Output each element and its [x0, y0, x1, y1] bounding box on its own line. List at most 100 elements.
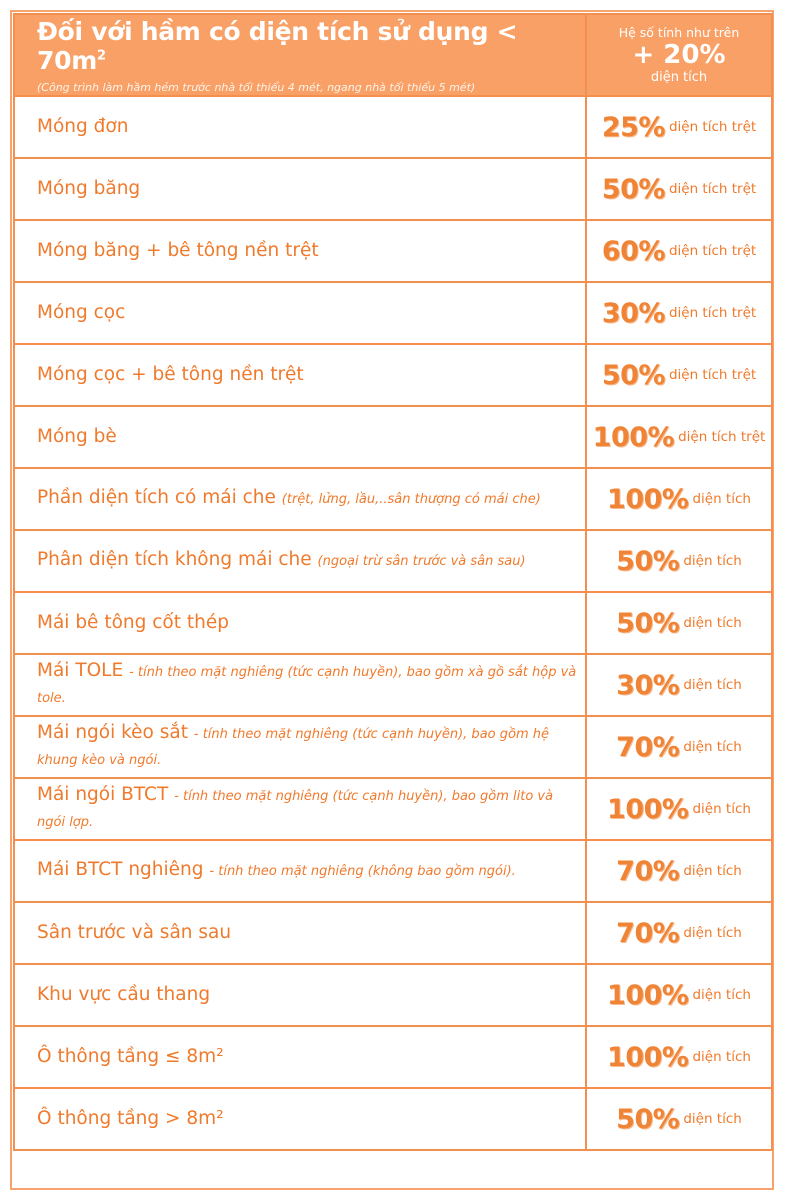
header-coefficient-value: + 20% — [632, 40, 726, 70]
header-title-superscript: 2 — [96, 48, 106, 64]
header-title: Đối với hầm có diện tích sử dụng < 70m2 — [37, 17, 585, 75]
coefficient-value: 30% — [601, 297, 666, 329]
header-coefficient-line1: Hệ số tính như trên — [618, 25, 740, 40]
coefficient-value: 50% — [601, 359, 666, 391]
coefficient-unit: diện tích — [683, 677, 742, 693]
item-cell: Móng băng + bê tông nền trệt — [13, 219, 587, 283]
item-cell: Ô thông tầng ≤ 8m² — [13, 1025, 587, 1089]
table-row: Móng cọc + bê tông nền trệt 50% diện tích… — [13, 343, 773, 407]
item-label: Móng cọc — [37, 302, 126, 323]
item-label: Mái BTCT nghiêng — [37, 859, 204, 880]
header-title-text: Đối với hầm có diện tích sử dụng < 70m — [37, 16, 518, 75]
item-label: Móng đơn — [37, 116, 129, 137]
table-row: Móng cọc 30% diện tích trệt — [13, 281, 773, 345]
coefficient-cell: 70% diện tích — [585, 839, 773, 903]
item-cell: Mái bê tông cốt thép — [13, 591, 587, 655]
table-row: Phân diện tích không mái che (ngoại trừ … — [13, 529, 773, 593]
coefficient-unit: diện tích — [683, 863, 742, 879]
item-label: Mái ngói kèo sắt — [37, 722, 188, 743]
item-cell: Móng bè — [13, 405, 587, 469]
coefficient-value: 25% — [601, 111, 666, 143]
item-label: Ô thông tầng > 8m² — [37, 1108, 224, 1129]
coefficient-unit: diện tích — [683, 615, 742, 631]
coefficient-cell: 70% diện tích — [585, 901, 773, 965]
item-label: Móng bè — [37, 426, 117, 447]
coefficient-unit: diện tích — [692, 491, 751, 507]
coefficient-cell: 30% diện tích — [585, 653, 773, 717]
item-cell: Móng cọc — [13, 281, 587, 345]
item-cell: Phân diện tích không mái che (ngoại trừ … — [13, 529, 587, 593]
coefficient-value: 70% — [616, 731, 680, 763]
coefficient-unit: diện tích — [683, 1111, 742, 1127]
coefficient-value: 50% — [616, 1103, 680, 1135]
item-label: Phần diện tích có mái che — [37, 487, 276, 508]
table-header: Đối với hầm có diện tích sử dụng < 70m2 … — [13, 13, 773, 97]
coefficient-value: 30% — [616, 669, 680, 701]
coefficient-unit: diện tích — [683, 739, 742, 755]
table-row: Ô thông tầng > 8m² 50% diện tích — [13, 1087, 773, 1151]
coefficient-cell: 50% diện tích — [585, 529, 773, 593]
item-cell: Mái TOLE - tính theo mặt nghiêng (tức cạ… — [13, 653, 587, 717]
item-label: Phân diện tích không mái che — [37, 549, 312, 570]
coefficient-unit: diện tích trệt — [668, 119, 757, 135]
item-note: - tính theo mặt nghiêng (tức cạnh huyền)… — [37, 665, 577, 706]
item-label: Móng cọc + bê tông nền trệt — [37, 364, 304, 385]
coefficient-value: 100% — [607, 793, 689, 825]
item-label: Khu vực cầu thang — [37, 984, 211, 1005]
item-label: Sân trước và sân sau — [37, 922, 232, 943]
item-note: (trệt, lửng, lầu,..sân thượng có mái che… — [281, 492, 541, 507]
coefficient-cell: 100% diện tích trệt — [585, 405, 773, 469]
coefficient-unit: diện tích — [692, 801, 751, 817]
coefficient-cell: 50% diện tích — [585, 591, 773, 655]
table-row: Phần diện tích có mái che (trệt, lửng, l… — [13, 467, 773, 531]
item-label: Ô thông tầng ≤ 8m² — [37, 1046, 224, 1067]
coefficient-cell: 100% diện tích — [585, 777, 773, 841]
item-cell: Ô thông tầng > 8m² — [13, 1087, 587, 1151]
coefficient-unit: diện tích trệt — [668, 305, 757, 321]
table-row: Mái ngói kèo sắt - tính theo mặt nghiêng… — [13, 715, 773, 779]
coefficient-value: 70% — [616, 917, 680, 949]
coefficient-cell: 50% diện tích trệt — [585, 343, 773, 407]
item-note: (ngoại trừ sân trước và sân sau) — [317, 554, 526, 569]
table-row: Ô thông tầng ≤ 8m² 100% diện tích — [13, 1025, 773, 1089]
coefficient-value: 100% — [592, 421, 675, 453]
table-row: Sân trước và sân sau 70% diện tích — [13, 901, 773, 965]
coefficient-value: 100% — [607, 979, 689, 1011]
item-note: - tính theo mặt nghiêng (tức cạnh huyền)… — [37, 789, 554, 830]
coefficient-cell: 100% diện tích — [585, 1025, 773, 1089]
item-cell: Móng băng — [13, 157, 587, 221]
coefficient-unit: diện tích trệt — [668, 367, 757, 383]
header-coefficient-unit: diện tích — [650, 70, 708, 85]
coefficient-cell: 50% diện tích trệt — [585, 157, 773, 221]
table-row: Mái ngói BTCT - tính theo mặt nghiêng (t… — [13, 777, 773, 841]
coefficient-value: 70% — [616, 855, 680, 887]
item-note: - tính theo mặt nghiêng (không bao gồm n… — [209, 864, 516, 879]
header-title-cell: Đối với hầm có diện tích sử dụng < 70m2 … — [13, 13, 587, 97]
coefficient-cell: 100% diện tích — [585, 467, 773, 531]
coefficient-value: 50% — [616, 607, 680, 639]
coefficient-cell: 25% diện tích trệt — [585, 95, 773, 159]
coefficient-unit: diện tích — [683, 553, 742, 569]
coefficient-value: 50% — [616, 545, 680, 577]
item-cell: Mái ngói kèo sắt - tính theo mặt nghiêng… — [13, 715, 587, 779]
table-row: Khu vực cầu thang 100% diện tích — [13, 963, 773, 1027]
item-label: Móng băng + bê tông nền trệt — [37, 240, 319, 261]
header-coefficient-cell: Hệ số tính như trên + 20% diện tích — [585, 13, 773, 97]
coefficient-value: 60% — [601, 235, 666, 267]
item-cell: Mái BTCT nghiêng - tính theo mặt nghiêng… — [13, 839, 587, 903]
coefficient-unit: diện tích — [692, 987, 751, 1003]
item-label: Mái ngói BTCT — [37, 784, 169, 805]
coefficient-cell: 30% diện tích trệt — [585, 281, 773, 345]
table-row: Móng đơn 25% diện tích trệt — [13, 95, 773, 159]
item-cell: Móng cọc + bê tông nền trệt — [13, 343, 587, 407]
coefficient-cell: 100% diện tích — [585, 963, 773, 1027]
item-label: Mái TOLE — [37, 660, 124, 681]
coefficient-cell: 50% diện tích — [585, 1087, 773, 1151]
item-cell: Khu vực cầu thang — [13, 963, 587, 1027]
coefficient-table-frame: Đối với hầm có diện tích sử dụng < 70m2 … — [10, 10, 774, 1190]
coefficient-value: 50% — [601, 173, 666, 205]
item-cell: Mái ngói BTCT - tính theo mặt nghiêng (t… — [13, 777, 587, 841]
table-row: Mái bê tông cốt thép 50% diện tích — [13, 591, 773, 655]
coefficient-table: Đối với hầm có diện tích sử dụng < 70m2 … — [13, 13, 773, 1151]
coefficient-unit: diện tích trệt — [678, 429, 766, 445]
